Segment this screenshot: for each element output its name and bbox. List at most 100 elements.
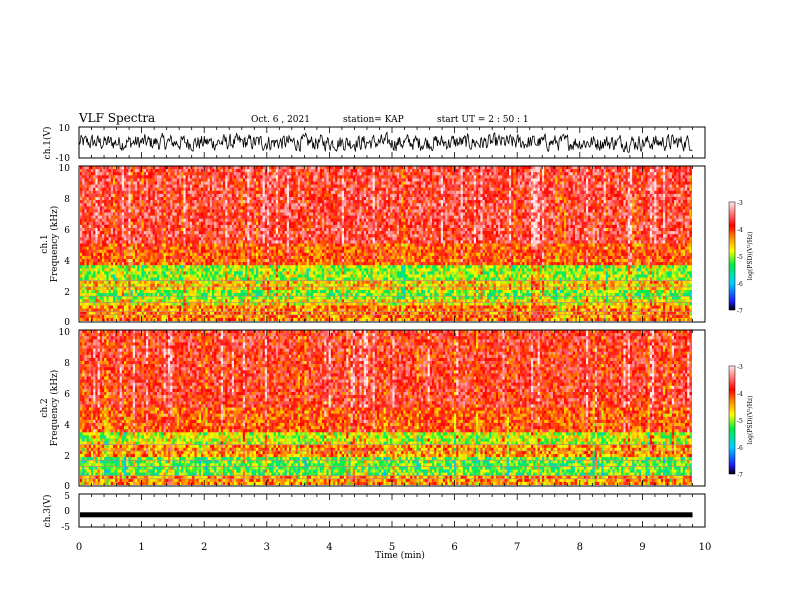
spectrogram-cell: [152, 197, 155, 201]
spectrogram-cell: [218, 209, 221, 213]
spectrogram-cell: [84, 311, 87, 315]
spectrogram-cell: [229, 265, 232, 269]
spectrogram-cell: [161, 231, 164, 235]
spectrogram-cell: [231, 172, 235, 176]
spectrogram-cell: [163, 314, 166, 319]
spectrogram-cell: [108, 221, 111, 226]
spectrogram-cell: [82, 197, 85, 201]
spectrogram-cell: [264, 218, 268, 222]
spectrogram-cell: [264, 265, 268, 269]
spectrogram-cell: [227, 262, 230, 266]
spectrogram-cell: [170, 221, 173, 226]
spectrogram-cell: [181, 302, 184, 306]
spectrogram-cell: [88, 293, 92, 297]
spectrogram-cell: [196, 203, 199, 207]
spectrogram-cell: [176, 243, 180, 247]
spectrogram-cell: [185, 172, 188, 176]
spectrogram-cell: [271, 175, 274, 179]
spectrogram-cell: [249, 314, 252, 319]
spectrogram-cell: [258, 249, 261, 253]
spectrogram-cell: [196, 228, 199, 232]
spectrogram-cell: [82, 237, 85, 241]
spectrogram-cell: [256, 268, 259, 272]
spectrogram-cell: [181, 221, 184, 226]
spectrogram-cell: [165, 187, 169, 191]
spectrogram-cell: [223, 311, 226, 315]
spectrogram-cell: [205, 234, 208, 238]
spectrogram-cell: [218, 274, 221, 278]
spectrogram-cell: [238, 215, 241, 219]
spectrogram-cell: [245, 262, 248, 266]
spectrogram-cell: [229, 314, 232, 319]
spectrogram-cell: [234, 302, 237, 306]
spectrogram-cell: [99, 181, 103, 185]
spectrogram-cell: [256, 209, 259, 213]
spectrogram-cell: [190, 175, 193, 179]
spectrogram-cell: [286, 197, 290, 201]
spectrogram-cell: [108, 265, 111, 269]
spectrogram-cell: [262, 237, 265, 241]
spectrogram-cell: [172, 190, 175, 195]
spectrogram-cell: [88, 255, 92, 260]
spectrogram-cell: [157, 175, 160, 179]
spectrogram-cell: [137, 200, 140, 204]
spectrogram-cell: [203, 265, 206, 269]
spectrogram-cell: [187, 175, 191, 179]
spectrogram-cell: [82, 181, 85, 185]
spectrogram-cell: [293, 184, 296, 188]
spectrogram-cell: [141, 290, 144, 294]
spectrogram-cell: [154, 175, 158, 179]
spectrogram-cell: [143, 212, 147, 216]
spectrogram-cell: [262, 317, 265, 321]
spectrogram-cell: [121, 200, 125, 204]
spectrogram-cell: [135, 203, 138, 207]
spectrogram-cell: [231, 317, 235, 321]
spectrogram-cell: [181, 311, 184, 315]
spectrogram-cell: [282, 271, 285, 275]
spectrogram-cell: [102, 286, 105, 291]
spectrogram-cell: [128, 206, 131, 210]
spectrogram-cell: [148, 228, 151, 232]
spectrogram-cell: [132, 187, 136, 191]
spectrogram-cell: [113, 200, 116, 204]
spectrogram-cell: [82, 308, 85, 312]
spectrogram-cell: [223, 286, 226, 291]
spectrogram-cell: [132, 277, 136, 281]
spectrogram-cell: [187, 305, 191, 309]
spectrogram-cell: [157, 215, 160, 219]
spectrogram-cell: [218, 231, 221, 235]
spectrogram-cell: [176, 302, 180, 306]
spectrogram-cell: [121, 206, 125, 210]
spectrogram-cell: [264, 302, 268, 306]
spectrogram-cell: [157, 283, 160, 288]
spectrogram-cell: [205, 240, 208, 244]
spectrogram-cell: [121, 314, 125, 319]
spectrogram-cell: [286, 259, 290, 263]
spectrogram-cell: [102, 218, 105, 222]
spectrogram-cell: [192, 274, 195, 278]
spectrogram-cell: [150, 252, 153, 257]
spectrogram-cell: [225, 234, 228, 238]
spectrogram-cell: [187, 224, 191, 229]
spectrogram-cell: [262, 252, 265, 257]
spectrogram-cell: [278, 265, 281, 269]
spectrogram-cell: [146, 246, 149, 250]
spectrogram-cell: [179, 175, 182, 179]
spectrogram-cell: [157, 231, 160, 235]
spectrogram-cell: [150, 246, 153, 250]
spectrogram-cell: [214, 259, 217, 263]
spectrogram-cell: [113, 228, 116, 232]
spectrogram-cell: [231, 184, 235, 188]
spectrogram-cell: [231, 308, 235, 312]
spectrogram-cell: [269, 178, 272, 182]
spectrogram-cell: [130, 252, 133, 257]
spectrogram-cell: [139, 237, 142, 241]
spectrogram-cell: [102, 212, 105, 216]
spectrogram-cell: [168, 206, 171, 210]
spectrogram-cell: [137, 277, 140, 281]
spectrogram-cell: [278, 209, 281, 213]
spectrogram-cell: [253, 305, 257, 309]
spectrogram-cell: [152, 290, 155, 294]
spectrogram-cell: [234, 296, 237, 300]
spectrogram-cell: [225, 265, 228, 269]
